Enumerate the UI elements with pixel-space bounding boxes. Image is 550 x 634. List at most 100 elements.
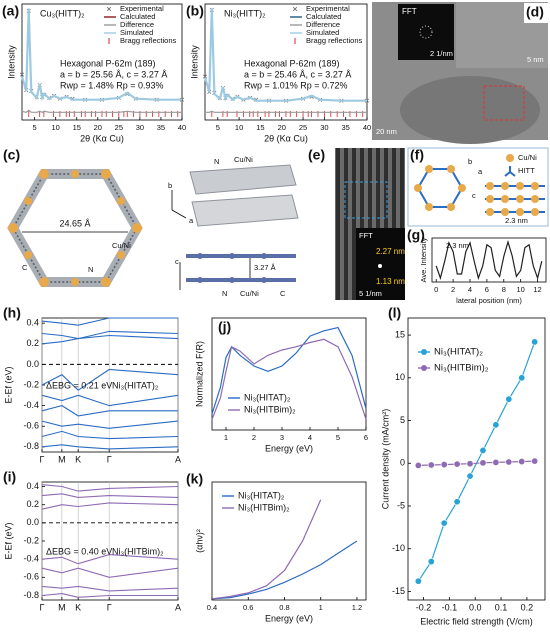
data-point xyxy=(414,577,422,585)
annotation: Ni₃(HITBim)₂ xyxy=(112,546,164,556)
pore-size: 24.65 Å xyxy=(59,218,90,228)
legend-label: Ni₃(HITAT)₂ xyxy=(434,347,483,358)
fft-label: FFT xyxy=(359,231,373,240)
legend-label: Experimental xyxy=(120,4,164,13)
plot-frame xyxy=(41,481,179,601)
band xyxy=(41,405,178,417)
chart-title: Cu₃(HITT)₂ xyxy=(40,8,85,18)
x-tick-label: 12 xyxy=(533,285,541,294)
legend-label: Ni₃(HITAT)₂ xyxy=(238,490,285,500)
annotation: a = b = 25.56 Å, c = 3.27 Å xyxy=(60,69,167,79)
data-point xyxy=(531,338,539,346)
axis-a xyxy=(171,209,187,219)
y-tick-label: -5 xyxy=(397,500,405,510)
y-tick-label: 0 xyxy=(400,458,405,468)
panel-label: (d) xyxy=(526,4,544,20)
plot-frame xyxy=(21,3,183,121)
legend-label: Ni₃(HITBim)₂ xyxy=(238,502,290,512)
x-tick-label: 35 xyxy=(342,123,350,132)
legend-label: Difference xyxy=(120,20,154,29)
x-tick-label: 2 xyxy=(451,285,455,294)
x-tick-label: 40 xyxy=(363,123,371,132)
y-tick-label: -0.8 xyxy=(23,590,39,600)
legend-label: Bragg reflections xyxy=(306,36,363,45)
d-spacing: 2.27 nm xyxy=(376,247,405,256)
series-line xyxy=(203,8,367,102)
x-axis-label: Energy (eV) xyxy=(265,443,313,453)
x-tick-label: 5 xyxy=(216,123,220,132)
x-tick-label: 10 xyxy=(516,285,524,294)
series-line xyxy=(211,540,358,600)
band xyxy=(41,317,178,326)
d-spacing: 1.13 nm xyxy=(376,277,405,286)
data-point xyxy=(466,460,474,468)
x-tick-label: K xyxy=(75,602,81,612)
metal-label: Cu/Ni xyxy=(234,155,253,164)
y-tick-label: 0.4 xyxy=(26,481,39,491)
band xyxy=(41,493,179,498)
panel-label: (a) xyxy=(2,3,19,19)
y-tick-label: -0.8 xyxy=(23,441,39,451)
panel-f: (f) Cu/Ni HITT 2.3 nm b a c xyxy=(407,147,549,227)
series-line xyxy=(211,499,322,600)
x-tick-label: 6 xyxy=(485,285,489,294)
band xyxy=(41,567,179,578)
panel-label: (l) xyxy=(388,305,401,321)
x-tick-label: 5 xyxy=(336,433,340,442)
axis-c-label: c xyxy=(175,257,179,266)
plot-frame xyxy=(211,481,367,601)
x-tick-label: -0.1 xyxy=(442,602,458,612)
annotation: Hexagonal P-62m (189) xyxy=(244,58,340,68)
data-point xyxy=(19,72,25,77)
legend-label: Ni₃(HITAT)₂ xyxy=(244,392,291,402)
y-axis-label: E-Ef (eV) xyxy=(3,522,13,559)
fft-scale: 5 1/nm xyxy=(359,289,382,298)
band xyxy=(41,593,178,598)
panel-label: (f) xyxy=(410,147,424,163)
data-point xyxy=(479,459,487,467)
data-point xyxy=(453,460,461,468)
y-tick-label: -0.2 xyxy=(23,379,39,389)
panel-c: (c) 24.65 Å Cu/Ni N C b a Cu/Ni N 3.27 Å… xyxy=(3,147,299,298)
series-line xyxy=(211,326,367,415)
inset-scale: 5 nm xyxy=(527,55,544,64)
fft-label: FFT xyxy=(402,7,417,16)
c-label: C xyxy=(22,263,28,272)
x-tick-label: 0.4 xyxy=(207,603,217,612)
zoom-box xyxy=(344,181,388,219)
x-tick-label: 0.8 xyxy=(279,603,289,612)
axis-b-label: b xyxy=(468,157,472,166)
y-tick-label: 10 xyxy=(395,372,405,382)
annotation: Hexagonal P-62m (189) xyxy=(60,58,156,68)
axis-b-label: b xyxy=(168,181,172,190)
data-point xyxy=(505,458,513,466)
chart-title: Ni₃(HITT)₂ xyxy=(224,8,266,18)
y-tick-label: -0.6 xyxy=(23,421,39,431)
legend-label: Ni₃(HITBim)₂ xyxy=(434,363,489,374)
zoom-box xyxy=(483,85,525,121)
fft-inset xyxy=(356,228,405,300)
series-line xyxy=(435,239,543,281)
x-tick-label: 10 xyxy=(52,123,60,132)
y-axis-label: Normalized F(R) xyxy=(194,341,204,407)
legend-swatch xyxy=(106,6,112,12)
n-label: N xyxy=(88,265,93,274)
y-tick-label: -0.6 xyxy=(23,572,39,582)
x-tick-label: 0.6 xyxy=(243,603,253,612)
panel-label: (i) xyxy=(3,469,16,485)
metal-label: Cu/Ni xyxy=(112,241,131,250)
y-tick-label: -0.2 xyxy=(23,535,39,545)
annotation: ΔEBG = 0.40 eV xyxy=(46,546,112,556)
series-line xyxy=(211,338,367,420)
y-tick-label: 15 xyxy=(395,329,405,339)
legend-swatch xyxy=(421,365,427,371)
data-point xyxy=(492,421,500,429)
y-axis-label: Intensity xyxy=(189,45,199,79)
label-bg xyxy=(524,3,548,23)
side-view xyxy=(186,253,296,283)
band xyxy=(41,394,179,407)
x-tick-label: 6 xyxy=(364,433,368,442)
x-tick-label: 8 xyxy=(502,285,506,294)
fft-spot xyxy=(378,264,382,268)
y-axis-label: Intensity xyxy=(6,45,16,79)
